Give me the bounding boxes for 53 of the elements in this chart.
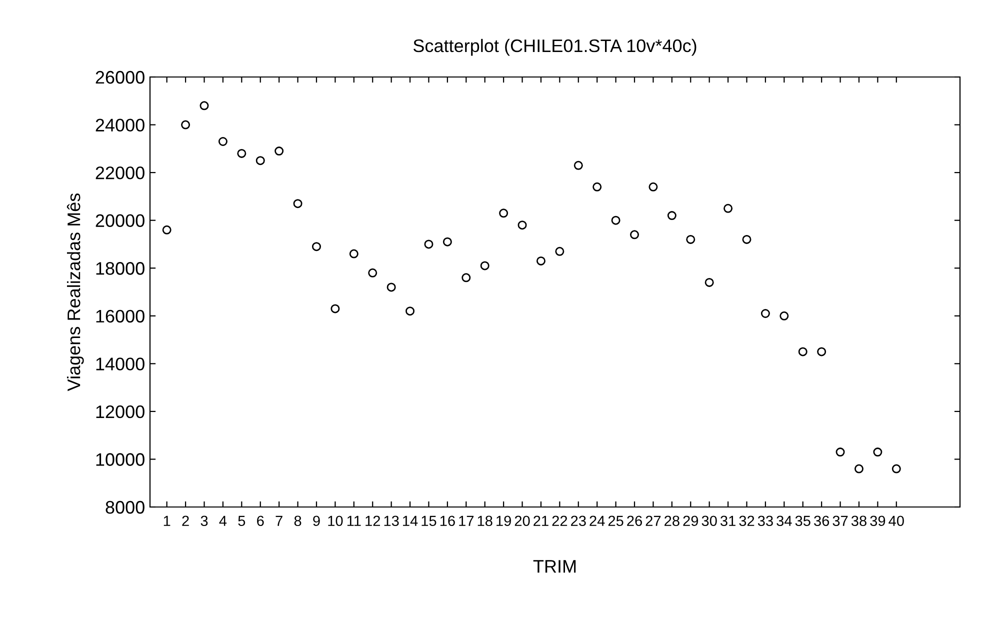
x-tick-label: 32: [739, 516, 754, 526]
x-tick-label: 15: [422, 516, 436, 526]
x-tick-label: 13: [384, 516, 399, 526]
y-tick-label: 12000: [96, 405, 144, 418]
x-tick-label: 5: [238, 516, 246, 526]
x-tick-label: 1: [164, 516, 170, 526]
x-tick-label: 2: [182, 516, 189, 526]
x-tick-label: 25: [608, 516, 624, 526]
x-tick-label: 23: [571, 516, 586, 526]
x-axis-title: TRIM: [533, 560, 576, 573]
chart-title: Scatterplot (CHILE01.STA 10v*40c): [413, 38, 696, 56]
x-tick-label: 4: [219, 516, 227, 526]
x-tick-label: 24: [590, 516, 605, 526]
x-tick-label: 6: [257, 516, 264, 526]
y-tick-label: 10000: [96, 453, 144, 466]
x-tick-label: 19: [496, 516, 511, 526]
x-tick-label: 35: [795, 516, 810, 526]
x-tick-label: 36: [814, 516, 830, 526]
x-tick-label: 37: [832, 516, 848, 526]
x-tick-label: 29: [683, 516, 698, 526]
y-tick-label: 26000: [96, 70, 144, 84]
y-tick-label: 8000: [106, 500, 144, 514]
x-tick-label: 10: [328, 516, 343, 526]
x-tick-label: 38: [851, 516, 866, 526]
y-tick-label: 18000: [96, 262, 144, 275]
x-tick-label: 30: [702, 516, 717, 526]
x-tick-label: 14: [403, 516, 418, 526]
y-tick-label: 14000: [96, 358, 144, 370]
y-tick-label: 24000: [96, 118, 144, 132]
y-axis-title: Viagens Realizadas Mês: [66, 193, 84, 392]
x-tick-label: 8: [294, 516, 302, 526]
x-tick-label: 7: [276, 516, 282, 526]
x-tick-label: 20: [514, 516, 530, 526]
x-tick-label: 34: [776, 516, 792, 526]
x-tick-label: 18: [478, 516, 492, 526]
x-tick-label: 16: [440, 516, 455, 526]
x-tick-label: 39: [870, 516, 886, 526]
x-tick-label: 28: [664, 516, 680, 526]
x-tick-label: 3: [200, 516, 208, 526]
x-tick-label: 33: [758, 516, 773, 526]
x-tick-label: 12: [366, 516, 380, 526]
x-tick-label: 11: [347, 516, 361, 526]
x-tick-label: 27: [646, 516, 661, 526]
y-tick-label: 22000: [96, 166, 144, 180]
y-tick-label: 16000: [96, 310, 144, 323]
x-tick-label: 21: [534, 516, 548, 526]
x-tick-label: 9: [313, 516, 320, 526]
y-tick-label: 20000: [96, 214, 144, 228]
x-tick-label: 40: [888, 516, 904, 526]
x-tick-label: 22: [552, 516, 568, 526]
x-tick-label: 26: [627, 516, 642, 526]
x-tick-label: 31: [720, 516, 736, 526]
x-tick-label: 17: [459, 516, 474, 526]
